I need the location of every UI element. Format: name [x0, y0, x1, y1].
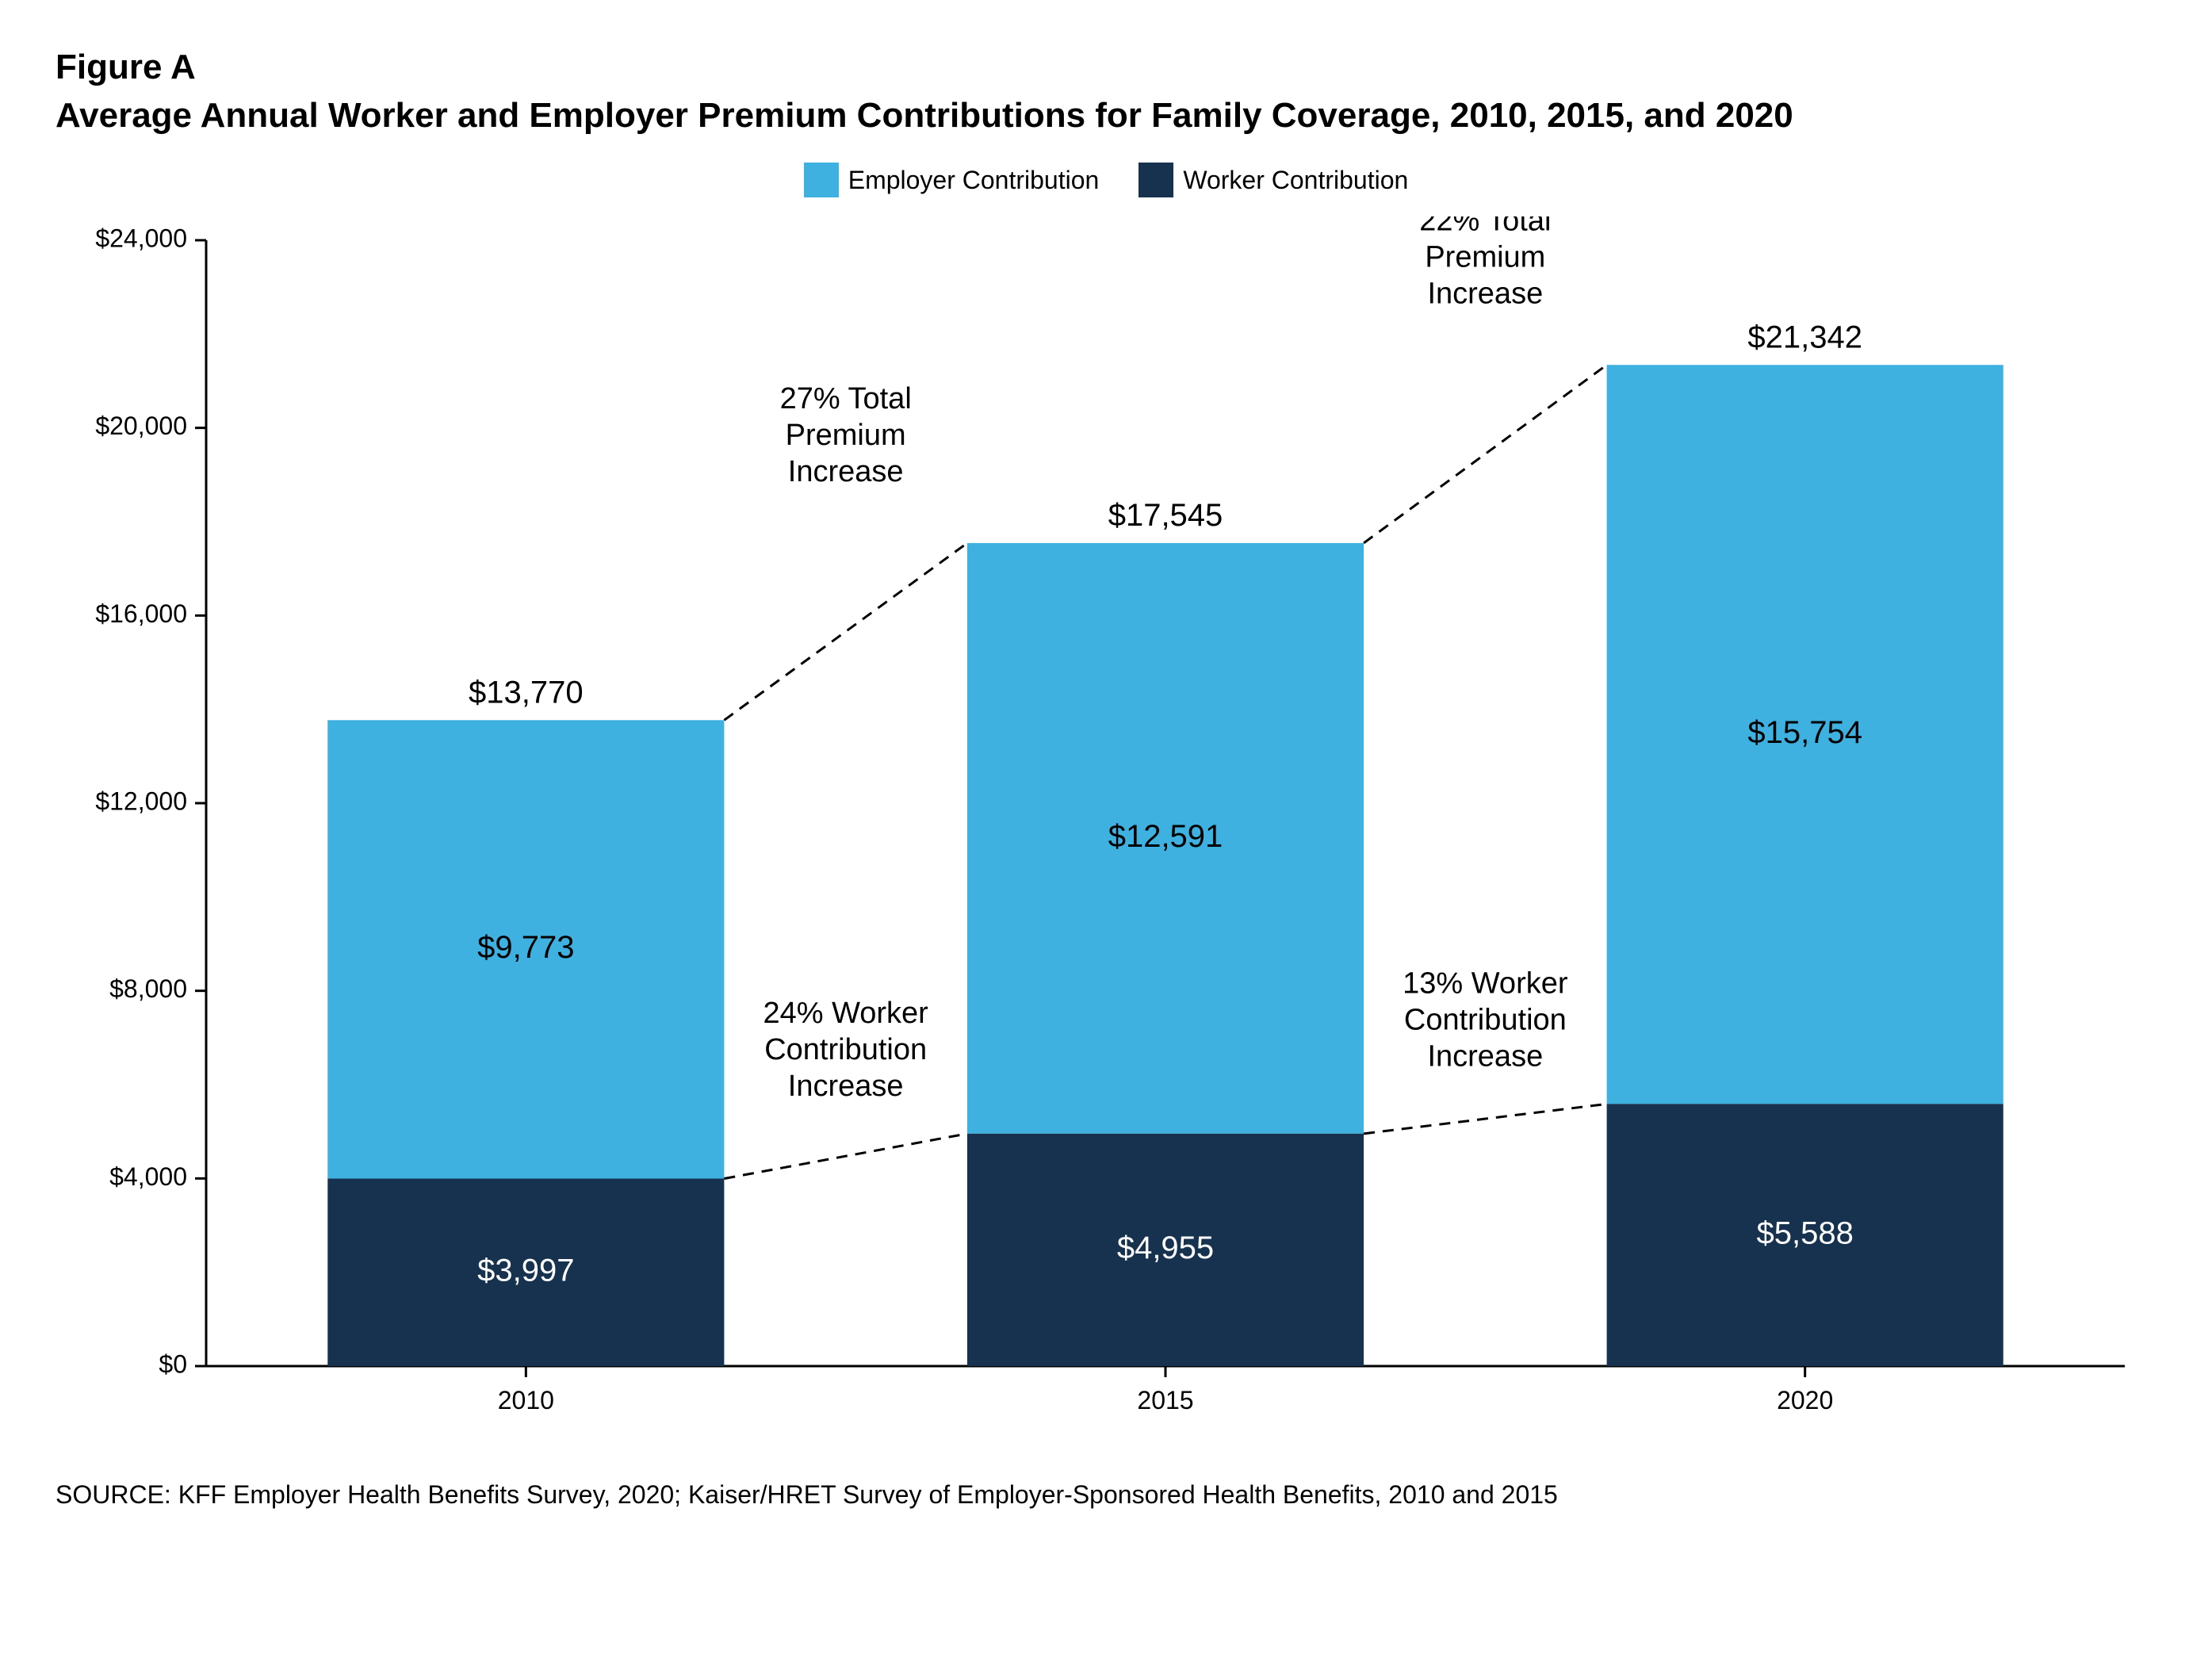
legend-label-worker: Worker Contribution	[1183, 166, 1408, 195]
svg-text:$5,588: $5,588	[1756, 1216, 1853, 1251]
svg-text:2010: 2010	[498, 1386, 554, 1414]
svg-text:Increase: Increase	[1427, 278, 1543, 311]
svg-text:$9,773: $9,773	[477, 930, 574, 965]
svg-text:$20,000: $20,000	[95, 412, 187, 441]
legend-label-employer: Employer Contribution	[848, 166, 1100, 195]
svg-text:$16,000: $16,000	[95, 599, 187, 628]
figure-label: Figure A	[55, 48, 2157, 87]
chart-container: $0 $4,000 $8,000 $12,000 $16,000 $20,000 $24,0…	[55, 216, 2157, 1453]
svg-text:$0: $0	[159, 1350, 187, 1379]
svg-text:Premium: Premium	[1425, 241, 1545, 274]
svg-text:$17,545: $17,545	[1108, 498, 1223, 533]
legend-item-employer: Employer Contribution	[804, 163, 1100, 197]
svg-text:Premium: Premium	[786, 419, 906, 452]
svg-text:24% Worker: 24% Worker	[763, 997, 928, 1030]
svg-text:$15,754: $15,754	[1747, 715, 1862, 750]
legend-swatch-worker	[1139, 163, 1173, 197]
svg-text:Increase: Increase	[1427, 1040, 1543, 1074]
svg-text:$13,770: $13,770	[469, 676, 584, 710]
legend-item-worker: Worker Contribution	[1139, 163, 1408, 197]
legend: Employer Contribution Worker Contributio…	[55, 163, 2157, 197]
svg-text:2020: 2020	[1777, 1386, 1833, 1414]
legend-swatch-employer	[804, 163, 839, 197]
title-block: Figure A Average Annual Worker and Emplo…	[55, 48, 2157, 139]
svg-text:$4,955: $4,955	[1117, 1231, 1214, 1265]
svg-text:$12,591: $12,591	[1108, 819, 1223, 854]
source-text: SOURCE: KFF Employer Health Benefits Sur…	[55, 1480, 2157, 1510]
svg-text:Increase: Increase	[788, 455, 904, 488]
figure-page: Figure A Average Annual Worker and Emplo…	[0, 0, 2212, 1665]
svg-text:2015: 2015	[1137, 1386, 1193, 1414]
svg-text:13% Worker: 13% Worker	[1403, 967, 1568, 1001]
stacked-bar-chart: $0 $4,000 $8,000 $12,000 $16,000 $20,000 $24,0…	[55, 216, 2157, 1453]
svg-text:Contribution: Contribution	[1404, 1004, 1567, 1037]
svg-text:$3,997: $3,997	[477, 1254, 574, 1288]
svg-text:$24,000: $24,000	[95, 224, 187, 253]
svg-text:$21,342: $21,342	[1747, 320, 1862, 355]
svg-text:Contribution: Contribution	[764, 1033, 927, 1066]
svg-text:22% Total: 22% Total	[1419, 216, 1551, 237]
svg-text:$8,000: $8,000	[109, 975, 187, 1004]
figure-title: Average Annual Worker and Employer Premi…	[55, 92, 2117, 139]
svg-text:27% Total: 27% Total	[780, 382, 912, 415]
svg-text:$4,000: $4,000	[109, 1162, 187, 1191]
svg-text:Increase: Increase	[788, 1070, 904, 1103]
svg-text:$12,000: $12,000	[95, 787, 187, 816]
